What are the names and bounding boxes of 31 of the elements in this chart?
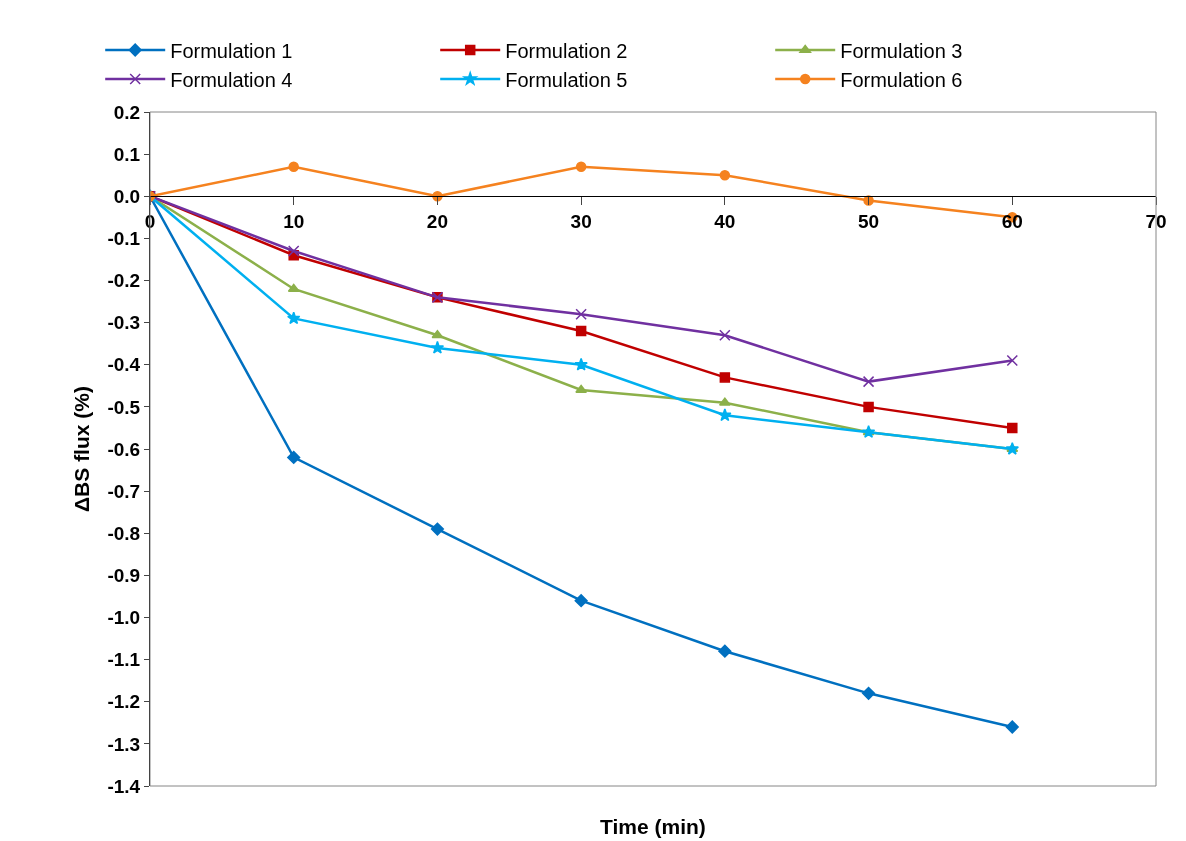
y-tick-label: -0.3	[107, 312, 141, 334]
y-tick-label: -0.6	[107, 438, 141, 460]
y-tick-label: -0.4	[107, 354, 141, 376]
legend-label: Formulation 6	[840, 68, 963, 91]
y-tick-label: -0.8	[107, 522, 141, 544]
y-tick-label: -1.4	[107, 775, 141, 797]
y-tick-label: -0.9	[107, 565, 141, 587]
legend-label: Formulation 4	[170, 68, 293, 91]
legend-label: Formulation 5	[505, 68, 628, 91]
y-tick-label: -1.2	[107, 691, 141, 713]
y-tick-label: 0.2	[113, 101, 141, 123]
y-axis-title: ΔBS flux (%)	[69, 386, 93, 512]
y-tick-label: -0.2	[107, 270, 141, 292]
legend-label: Formulation 2	[505, 39, 628, 62]
y-tick-label: -0.7	[107, 480, 141, 502]
x-tick-label: 20	[426, 211, 448, 233]
x-tick-label: 40	[714, 211, 736, 233]
y-tick-label: 0.0	[113, 185, 141, 207]
x-tick-label: 10	[283, 211, 305, 233]
y-tick-label: -0.1	[107, 228, 141, 250]
y-tick-label: -1.0	[107, 607, 141, 629]
y-tick-label: -1.3	[107, 733, 141, 755]
x-tick-label: 70	[1145, 211, 1167, 233]
x-tick-label: 30	[570, 211, 592, 233]
y-tick-label: -1.1	[107, 649, 141, 671]
y-tick-label: -0.5	[107, 396, 141, 418]
legend-label: Formulation 3	[840, 39, 963, 62]
x-axis-title: Time (min)	[600, 815, 706, 838]
y-tick-label: 0.1	[113, 143, 141, 165]
legend-label: Formulation 1	[170, 39, 293, 62]
x-tick-label: 50	[858, 211, 880, 233]
